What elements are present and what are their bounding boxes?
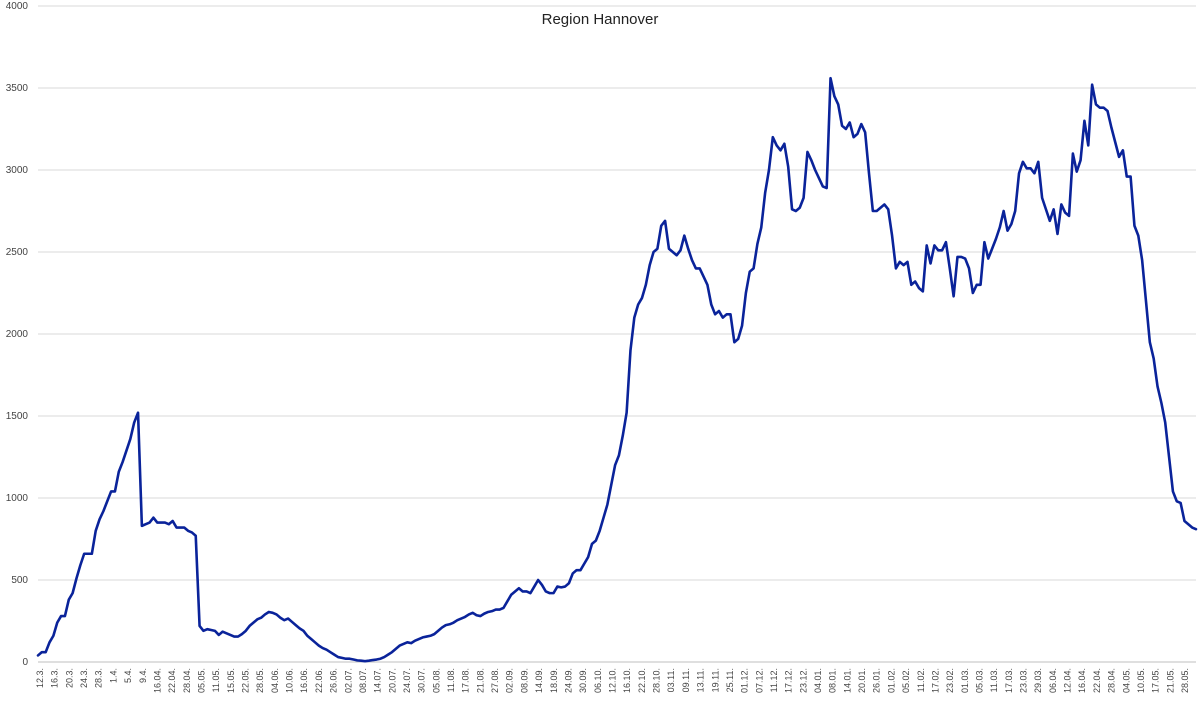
x-tick-label: 22.04. xyxy=(1092,668,1102,693)
x-tick-label: 04.06. xyxy=(270,668,280,693)
x-tick-label: 12.10. xyxy=(608,668,618,693)
x-tick-label: 17.12. xyxy=(784,668,794,693)
x-tick-label: 08.01. xyxy=(828,668,838,693)
chart-title: Region Hannover xyxy=(542,11,659,28)
x-tick-label: 01.02. xyxy=(886,668,896,693)
x-tick-label: 13.11. xyxy=(696,668,706,692)
x-tick-label: 16.04. xyxy=(1077,668,1087,693)
x-tick-label: 29.03. xyxy=(1033,668,1043,693)
x-tick-label: 20.3. xyxy=(64,668,74,688)
x-tick-label: 02.09. xyxy=(505,668,515,693)
x-tick-label: 15.05. xyxy=(226,668,236,693)
x-tick-label: 26.01. xyxy=(872,668,882,693)
x-tick-label: 24.07. xyxy=(402,668,412,693)
x-tick-label: 23.12. xyxy=(798,668,808,693)
x-tick-label: 01.03. xyxy=(960,668,970,693)
x-tick-label: 05.08. xyxy=(431,668,441,693)
gridlines xyxy=(38,5,1196,663)
x-tick-label: 28.04. xyxy=(1107,668,1117,693)
x-tick-label: 20.01. xyxy=(857,668,867,693)
x-tick-label: 28.10. xyxy=(652,668,662,693)
x-tick-label: 11.02. xyxy=(916,668,926,692)
x-tick-label: 11.03. xyxy=(989,668,999,692)
x-tick-label: 14.09. xyxy=(534,668,544,693)
y-tick-label: 500 xyxy=(11,575,28,586)
x-tick-label: 11.08. xyxy=(446,668,456,692)
x-tick-label: 04.01. xyxy=(813,668,823,693)
x-tick-label: 17.05. xyxy=(1151,668,1161,693)
x-tick-label: 05.03. xyxy=(974,668,984,693)
x-tick-label: 24.09. xyxy=(563,668,573,693)
x-tick-label: 08.07. xyxy=(358,668,368,693)
x-tick-label: 30.07. xyxy=(417,668,427,693)
y-tick-label: 1500 xyxy=(6,411,29,422)
x-tick-label: 09.11. xyxy=(681,668,691,692)
x-tick-label: 11.12. xyxy=(769,668,779,692)
x-tick-label: 30.09. xyxy=(578,668,588,693)
x-axis-tick-labels: 12.3. 16.3. 20.3. 24.3. 28.3. 1.4. 5.4. 9.4. 16.… xyxy=(35,668,1190,693)
x-tick-label: 22.06. xyxy=(314,668,324,693)
x-tick-label: 16.06. xyxy=(299,668,309,693)
y-tick-label: 0 xyxy=(22,657,28,668)
x-tick-label: 27.08. xyxy=(490,668,500,693)
x-tick-label: 14.01. xyxy=(842,668,852,693)
x-tick-label: 1.4. xyxy=(108,668,118,683)
x-tick-label: 17.03. xyxy=(1004,668,1014,693)
x-tick-label: 24.3. xyxy=(79,668,89,688)
x-tick-label: 08.09. xyxy=(519,668,529,693)
x-tick-label: 23.03. xyxy=(1019,668,1029,693)
x-tick-label: 03.11. xyxy=(666,668,676,692)
x-tick-label: 28.05. xyxy=(1180,668,1190,693)
x-tick-label: 02.07. xyxy=(343,668,353,693)
series-layer xyxy=(36,76,1198,663)
x-tick-label: 18.09. xyxy=(549,668,559,693)
x-tick-label: 22.10. xyxy=(637,668,647,693)
x-tick-label: 10.05. xyxy=(1136,668,1146,693)
y-tick-label: 3500 xyxy=(6,83,29,94)
x-tick-label: 01.12. xyxy=(740,668,750,693)
x-tick-label: 16.10. xyxy=(622,668,632,693)
x-tick-label: 21.08. xyxy=(475,668,485,693)
x-tick-label: 21.05. xyxy=(1165,668,1175,693)
x-tick-label: 10.06. xyxy=(285,668,295,693)
x-tick-label: 25.11. xyxy=(725,668,735,692)
x-tick-label: 11.05. xyxy=(211,668,221,692)
x-tick-label: 28.04. xyxy=(182,668,192,693)
y-axis-tick-labels: 0 500 1000 1500 2000 2500 3000 3500 4000 xyxy=(6,1,29,668)
y-tick-label: 2000 xyxy=(6,329,29,340)
x-tick-label: 06.04. xyxy=(1048,668,1058,693)
x-tick-label: 12.3. xyxy=(35,668,45,688)
x-tick-label: 9.4. xyxy=(138,668,148,683)
x-tick-label: 20.07. xyxy=(387,668,397,693)
x-tick-label: 22.05. xyxy=(241,668,251,693)
x-tick-label: 23.02. xyxy=(945,668,955,693)
x-tick-label: 05.02. xyxy=(901,668,911,693)
x-tick-label: 17.02. xyxy=(930,668,940,693)
x-tick-label: 26.06. xyxy=(329,668,339,693)
y-tick-label: 1000 xyxy=(6,493,29,504)
x-tick-label: 07.12. xyxy=(754,668,764,693)
x-tick-label: 06.10. xyxy=(593,668,603,693)
x-tick-label: 16.04. xyxy=(152,668,162,693)
x-tick-label: 28.3. xyxy=(94,668,104,688)
y-tick-label: 3000 xyxy=(6,165,29,176)
x-tick-label: 22.04. xyxy=(167,668,177,693)
x-tick-label: 04.05. xyxy=(1121,668,1131,693)
y-tick-label: 2500 xyxy=(6,247,29,258)
x-tick-label: 28.05. xyxy=(255,668,265,693)
x-tick-label: 16.3. xyxy=(50,668,60,688)
x-tick-label: 14.07. xyxy=(373,668,383,693)
y-tick-label: 4000 xyxy=(6,1,29,12)
x-tick-label: 17.08. xyxy=(461,668,471,693)
series-line-0 xyxy=(36,76,1198,663)
x-tick-label: 5.4. xyxy=(123,668,133,683)
x-tick-label: 05.05. xyxy=(196,668,206,693)
x-tick-label: 12.04. xyxy=(1063,668,1073,693)
x-tick-label: 19.11. xyxy=(710,668,720,692)
